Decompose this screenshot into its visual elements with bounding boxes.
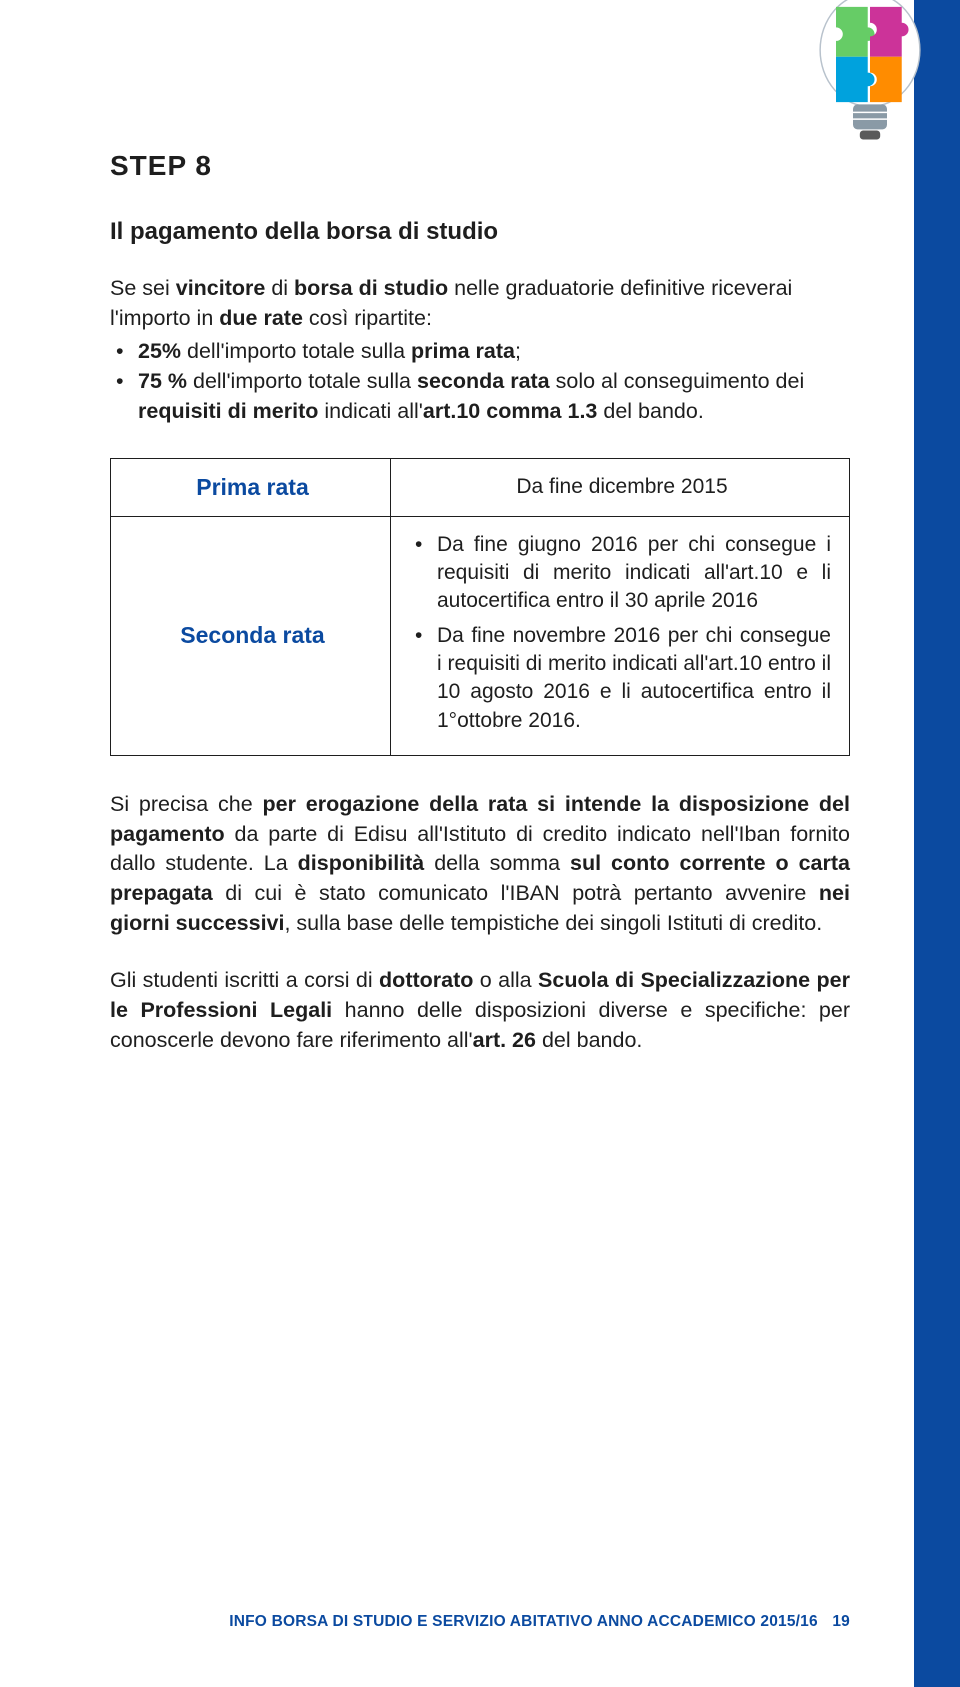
text: Se sei [110, 276, 176, 300]
intro-bullet: 25% dell'importo totale sulla prima rata… [138, 337, 850, 367]
text: di cui è stato comunicato l'IBAN potrà p… [213, 881, 819, 905]
table-row: Prima rata Da fine dicembre 2015 [111, 459, 850, 516]
text: solo al conseguimento dei [550, 369, 805, 393]
cell-bullet: Da fine novembre 2016 per chi consegue i… [437, 622, 831, 735]
text-bold: due rate [219, 306, 303, 330]
text-bold: dottorato [379, 968, 473, 992]
right-accent-band [914, 0, 960, 1687]
text: così ripartite: [303, 306, 432, 330]
text-bold: vincitore [176, 276, 266, 300]
text: Si precisa che [110, 792, 263, 816]
text: , sulla base delle tempistiche dei singo… [284, 911, 822, 935]
page-content: STEP 8 Il pagamento della borsa di studi… [110, 150, 850, 1083]
text: o alla [473, 968, 538, 992]
text-bold: art. 26 [473, 1028, 536, 1052]
paragraph: Gli studenti iscritti a corsi di dottora… [110, 966, 850, 1055]
text-bold: prima rata [411, 339, 515, 363]
text: indicati all' [318, 399, 423, 423]
text: ; [515, 339, 521, 363]
text-bold: seconda rata [417, 369, 550, 393]
text: dell'importo totale sulla [187, 369, 417, 393]
row-body: Da fine giugno 2016 per chi consegue i r… [391, 516, 850, 755]
table-row: Seconda rata Da fine giugno 2016 per chi… [111, 516, 850, 755]
text-bold: 75 % [138, 369, 187, 393]
text: Gli studenti iscritti a corsi di [110, 968, 379, 992]
page-number: 19 [832, 1613, 850, 1630]
text: del bando. [536, 1028, 642, 1052]
text-bold: borsa di studio [294, 276, 448, 300]
section-subtitle: Il pagamento della borsa di studio [110, 218, 850, 246]
text-bold: art.10 comma 1.3 [423, 399, 598, 423]
page-footer: INFO BORSA DI STUDIO E SERVIZIO ABITATIV… [110, 1613, 850, 1631]
footer-text: INFO BORSA DI STUDIO E SERVIZIO ABITATIV… [229, 1613, 818, 1630]
text: dell'importo totale sulla [181, 339, 411, 363]
text-bold: requisiti di merito [138, 399, 318, 423]
paragraph: Si precisa che per erogazione della rata… [110, 790, 850, 938]
row-body: Da fine dicembre 2015 [391, 459, 850, 516]
row-label: Seconda rata [111, 516, 391, 755]
text: della somma [424, 851, 570, 875]
intro-bullet: 75 % dell'importo totale sulla seconda r… [138, 367, 850, 426]
cell-bullet: Da fine giugno 2016 per chi consegue i r… [437, 531, 831, 616]
row-label: Prima rata [111, 459, 391, 516]
payment-table: Prima rata Da fine dicembre 2015 Seconda… [110, 458, 850, 756]
lightbulb-puzzle-icon [810, 0, 930, 152]
intro-paragraph: Se sei vincitore di borsa di studio nell… [110, 274, 850, 426]
text: del bando. [597, 399, 703, 423]
text: di [265, 276, 294, 300]
text-bold: disponibilità [298, 851, 425, 875]
text-bold: 25% [138, 339, 181, 363]
step-heading: STEP 8 [110, 150, 850, 182]
